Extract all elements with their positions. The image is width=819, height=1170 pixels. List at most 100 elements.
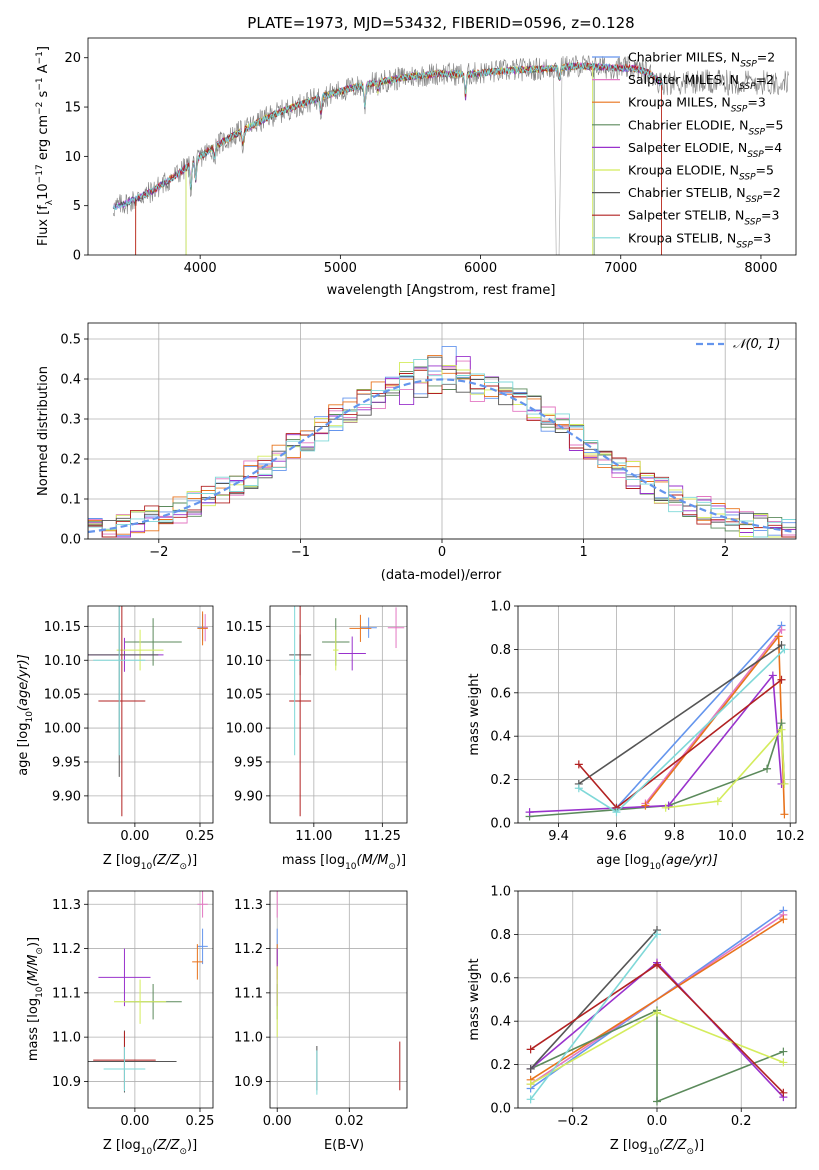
- masked-region-line: [553, 77, 563, 255]
- y-tick-label: 0: [73, 249, 81, 264]
- y-tick-label: 0.0: [60, 533, 81, 548]
- plot-area: [112, 54, 789, 255]
- y-tick-label: 10.15: [44, 620, 81, 635]
- axes-frame: [269, 605, 408, 824]
- x-axis-label: wavelength [Angstrom, rest frame]: [327, 283, 556, 298]
- label-part: Salpeter STELIB: [628, 208, 727, 223]
- x-axis-label: Z [log10(Z/Z⊙)]: [103, 853, 197, 872]
- weight-marker-1: [777, 625, 786, 634]
- weight-marker-2: [774, 632, 783, 641]
- plot-area: [88, 891, 208, 1093]
- y-tick-label: 11.0: [234, 1031, 263, 1046]
- y-tick-label: 0.6: [490, 971, 511, 986]
- x-tick-label: −0.2: [557, 1114, 589, 1129]
- label-part: Kroupa STELIB: [628, 230, 719, 245]
- y-tick-label: 11.0: [52, 1031, 81, 1046]
- x-tick-label: 5000: [324, 261, 357, 276]
- x-tick-label: 0: [438, 545, 446, 560]
- weight-marker-6: [777, 641, 786, 650]
- x-axis-label: Z [log10(Z/Z⊙)]: [610, 1138, 704, 1157]
- x-axis-label: Z [log10(Z/Z⊙)]: [103, 1138, 197, 1157]
- y-tick-label: 9.95: [234, 755, 263, 770]
- label-part: )]: [694, 1138, 704, 1153]
- weight-line-0: [615, 624, 783, 809]
- weight-marker-2: [780, 810, 789, 819]
- model-line-3: [185, 61, 595, 255]
- weight-marker-8: [574, 784, 583, 793]
- axes-frame: [87, 890, 214, 1109]
- label-part: Kroupa ELODIE: [628, 163, 722, 178]
- label-part: s: [36, 90, 51, 101]
- y-tick-label: 0.4: [490, 1015, 511, 1030]
- label-part: )]: [187, 853, 197, 868]
- weight-line-6: [530, 929, 658, 1070]
- weight-marker-3: [779, 1047, 788, 1056]
- axes-frame: [269, 890, 408, 1109]
- weight-marker-4: [768, 671, 777, 680]
- label-part: 2: [773, 185, 781, 200]
- x-tick-label: 0.0: [647, 1114, 668, 1129]
- x-tick-label: 2: [721, 545, 729, 560]
- label-part: λ: [45, 199, 55, 205]
- label-part: 4: [774, 140, 782, 155]
- x-tick-label: 7000: [604, 261, 637, 276]
- y-tick-label: 0.0: [490, 1102, 511, 1117]
- y-tick-label: 11.2: [234, 942, 263, 957]
- label-part: Salpeter ELODIE: [628, 140, 730, 155]
- y-tick-label: 9.90: [52, 789, 81, 804]
- weight-marker-5: [780, 779, 789, 788]
- label-part: age [log: [16, 723, 31, 776]
- label-part: ⊙: [686, 1147, 694, 1157]
- y-tick-label: 20: [64, 51, 81, 66]
- plot-area: [276, 891, 401, 1095]
- axes-frame: [87, 37, 797, 256]
- weight-marker-5: [526, 1080, 535, 1089]
- y-tick-label: 9.95: [52, 755, 81, 770]
- y-axis-label: age [log10(age/yr)]: [16, 654, 35, 776]
- weight-marker-3: [763, 764, 772, 773]
- weight-marker-5: [777, 725, 786, 734]
- y-tick-label: 10.10: [44, 654, 81, 669]
- label-part: mass [log: [26, 998, 41, 1061]
- label-part: 5: [766, 163, 774, 178]
- label-part: Chabrier MILES: [628, 50, 723, 65]
- label-part: Flux [f: [36, 205, 51, 246]
- x-tick-label: 0.25: [186, 829, 215, 844]
- x-tick-label: 11.25: [364, 829, 401, 844]
- plot-area: [289, 606, 405, 817]
- plot-area: [88, 345, 796, 538]
- y-tick-label: 1.0: [490, 885, 511, 900]
- panel-5: [84, 890, 214, 1112]
- label-part: Chabrier ELODIE: [628, 117, 731, 132]
- weight-line-4: [529, 673, 783, 813]
- legend-label-7: Salpeter STELIB, NSSP=3: [628, 208, 779, 228]
- x-tick-label: 0.25: [186, 1114, 215, 1129]
- x-tick-label: 0.00: [120, 829, 149, 844]
- weight-marker-3: [653, 1097, 661, 1106]
- y-tick-label: 0.3: [60, 413, 81, 428]
- y-tick-label: 10.00: [44, 722, 81, 737]
- label-part: −17: [35, 164, 45, 183]
- y-tick-label: 10.15: [226, 620, 263, 635]
- weight-marker-7: [526, 1045, 535, 1054]
- label-part: 10: [35, 986, 45, 998]
- legend-label-0: Chabrier MILES, NSSP=2: [628, 50, 775, 70]
- legend-label-normal: 𝒩(0, 1): [733, 337, 780, 352]
- panel-2: [84, 605, 214, 827]
- weight-marker-7: [574, 760, 583, 769]
- label-part: ⊙: [179, 1147, 187, 1157]
- label-part: 10: [648, 1147, 660, 1157]
- label-part: Salpeter MILES: [628, 72, 722, 87]
- y-tick-label: 0.4: [60, 373, 81, 388]
- label-part: Kroupa MILES: [628, 95, 714, 110]
- weight-line-6: [578, 644, 782, 785]
- label-part: (Z/Z: [152, 1138, 180, 1153]
- y-tick-label: 9.90: [234, 789, 263, 804]
- x-tick-label: −1: [291, 545, 310, 560]
- panel-7: [514, 890, 797, 1112]
- label-part: ⊙: [388, 862, 396, 872]
- legend-label-6: Chabrier STELIB, NSSP=2: [628, 185, 781, 205]
- model-line-8: [112, 62, 663, 211]
- y-axis-label: mass [log10(M/M⊙)]: [26, 937, 45, 1061]
- legend-label-4: Salpeter ELODIE, NSSP=4: [628, 140, 782, 160]
